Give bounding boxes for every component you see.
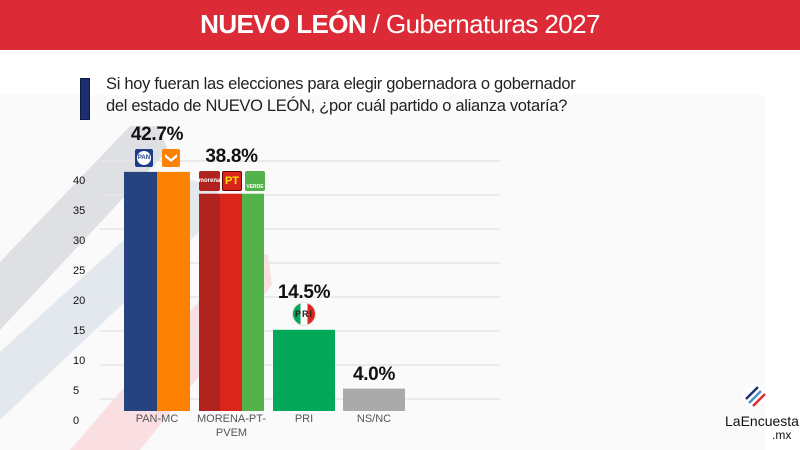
- bar-segment-pan: [124, 171, 157, 411]
- y-tick-label: 10: [73, 355, 86, 367]
- x-tick-label-line: PVEM: [215, 427, 248, 439]
- pan-logo-icon: PAN: [135, 148, 153, 167]
- laencuesta-branding: LaEncuesta .mx: [725, 383, 799, 445]
- survey-question: Si hoy fueran las elecciones para elegir…: [106, 73, 576, 117]
- x-tick-label-line: PAN-MC: [135, 413, 179, 425]
- x-tick-label: PAN-MC: [109, 412, 205, 426]
- x-tick-label-line: NS/NC: [356, 413, 392, 425]
- value-label: 4.0%: [352, 363, 396, 385]
- x-tick-label: MORENA-PT- PVEM: [184, 412, 279, 440]
- pan-logo-text: PAN: [137, 150, 151, 165]
- bar-segment-morena: [199, 193, 220, 411]
- x-tick-label: NS/NC: [328, 412, 420, 426]
- mc-logo-icon: [162, 148, 180, 167]
- value-label: 42.7%: [130, 123, 184, 145]
- y-tick-label: 40: [73, 175, 86, 187]
- morena-logo-icon: morena: [199, 170, 220, 191]
- brand-name: LaEncuesta: [725, 413, 799, 429]
- bar-segment-pvem: [242, 193, 264, 411]
- y-tick-label: 30: [73, 235, 86, 247]
- y-tick-label: 35: [73, 205, 86, 217]
- bar-segment-ns-nc: [343, 388, 405, 411]
- x-tick-label: PRI: [258, 412, 350, 426]
- bar-segment-pri: [273, 329, 335, 411]
- y-tick-label: 25: [73, 265, 86, 277]
- title-subtitle: / Gubernaturas 2027: [366, 9, 601, 39]
- y-tick-label: 15: [73, 325, 86, 337]
- bar-pri: [273, 329, 335, 411]
- y-tick-label: 20: [73, 295, 86, 307]
- y-tick-label: 0: [73, 415, 80, 427]
- page-title: NUEVO LEÓN / Gubernaturas 2027: [0, 9, 800, 40]
- value-label: 14.5%: [277, 281, 331, 303]
- laencuesta-logo-icon: [740, 383, 770, 411]
- question-line-2: del estado de NUEVO LEÓN, ¿por cuál part…: [106, 97, 568, 115]
- pt-logo-icon: PT: [222, 170, 242, 191]
- x-tick-label-line: PRI: [294, 413, 314, 425]
- question-line-1: Si hoy fueran las elecciones para elegir…: [106, 75, 576, 93]
- bar-ns-nc: [343, 388, 405, 411]
- bar-segment-mc: [157, 171, 190, 411]
- question-accent-bar: [80, 78, 90, 120]
- x-tick-label-line: MORENA-PT-: [196, 413, 267, 425]
- brand-domain: .mx: [772, 428, 792, 442]
- title-bar: NUEVO LEÓN / Gubernaturas 2027: [0, 0, 800, 50]
- bar-pan-mc: [124, 171, 190, 411]
- pvem-logo-icon: VERDE: [245, 170, 265, 191]
- title-state: NUEVO LEÓN: [200, 9, 367, 39]
- value-label: 38.8%: [205, 145, 258, 167]
- y-tick-label: 5: [73, 385, 80, 397]
- pri-logo-icon: PRI: [293, 302, 315, 325]
- bar-segment-pt: [220, 193, 242, 411]
- bar-morena-pt-pvem: [199, 193, 264, 411]
